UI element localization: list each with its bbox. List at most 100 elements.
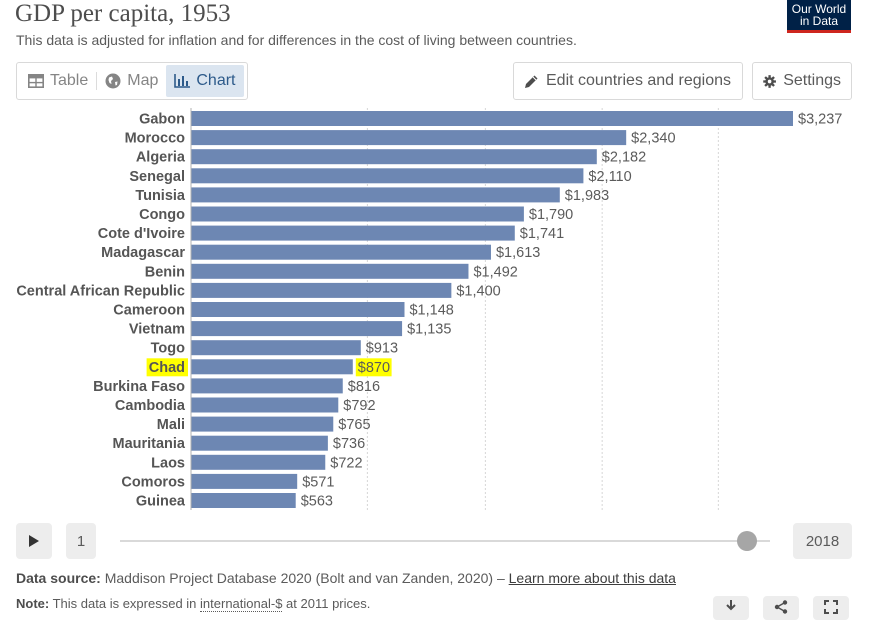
table-icon [28, 74, 44, 88]
tab-map-label: Map [127, 72, 159, 89]
bar[interactable] [191, 282, 452, 298]
category-label[interactable]: Benin [145, 264, 185, 280]
owid-logo[interactable]: Our World in Data [787, 0, 851, 33]
play-button[interactable] [16, 523, 52, 559]
value-label: $2,110 [588, 169, 631, 185]
note-label: Note: [16, 596, 50, 611]
fullscreen-button[interactable] [813, 596, 849, 620]
value-label: $2,182 [602, 150, 646, 166]
label-highlight [146, 358, 188, 377]
timeline-start-year[interactable]: 1 [66, 523, 96, 559]
timeline-end-year[interactable]: 2018 [793, 523, 852, 559]
value-highlight [355, 358, 392, 377]
category-label[interactable]: Gabon [139, 112, 185, 128]
value-label: $736 [333, 436, 365, 452]
bar[interactable] [191, 302, 405, 317]
category-label[interactable]: Chad [149, 360, 185, 376]
bar[interactable] [191, 206, 524, 222]
bar[interactable] [191, 149, 597, 165]
bar[interactable] [191, 378, 343, 394]
category-label[interactable]: Senegal [129, 169, 185, 185]
note-text-2: at 2011 prices. [286, 596, 371, 611]
tab-chart-label: Chart [196, 72, 236, 89]
tab-table[interactable]: Table [20, 65, 96, 97]
category-label[interactable]: Guinea [136, 494, 186, 510]
tab-chart[interactable]: Chart [166, 65, 244, 97]
category-label[interactable]: Congo [139, 207, 185, 223]
value-label: $3,237 [798, 112, 842, 128]
category-label[interactable]: Laos [151, 455, 185, 471]
bar-chart: Gabon $3,237 Morocco $2,340 Algeria $2,182 Sen… [16, 108, 842, 510]
download-icon [726, 600, 736, 611]
edit-countries-label: Edit countries and regions [546, 72, 731, 89]
note: Note: This data is expressed in internat… [16, 596, 371, 612]
category-label[interactable]: Vietnam [129, 322, 185, 338]
bar[interactable] [191, 397, 339, 413]
bar[interactable] [191, 321, 403, 337]
timeline-handle[interactable] [737, 531, 757, 551]
download-button[interactable] [713, 596, 749, 620]
category-label[interactable]: Burkina Faso [93, 379, 185, 395]
note-text-1: This data is expressed in [52, 596, 197, 611]
international-dollar-link[interactable]: international-$ [200, 596, 283, 612]
learn-more-link[interactable]: Learn more about this data [508, 570, 676, 586]
value-label: $563 [301, 494, 333, 510]
category-label[interactable]: Cameroon [113, 303, 185, 319]
source-label: Data source: [16, 570, 101, 586]
category-label[interactable]: Algeria [136, 150, 186, 166]
share-icon [774, 600, 788, 614]
category-label[interactable]: Tunisia [135, 188, 186, 204]
data-source: Data source: Maddison Project Database 2… [16, 570, 676, 586]
value-label: $1,135 [407, 322, 451, 338]
chart-subtitle: This data is adjusted for inflation and … [16, 32, 577, 48]
edit-countries-button[interactable]: Edit countries and regions [513, 62, 743, 100]
bar[interactable] [191, 340, 361, 356]
pencil-icon [525, 75, 538, 88]
tab-map[interactable]: Map [97, 65, 166, 97]
bar[interactable] [191, 359, 353, 375]
tab-table-label: Table [50, 72, 89, 89]
bar[interactable] [191, 493, 296, 508]
bar[interactable] [191, 435, 328, 451]
value-label: $1,148 [409, 303, 453, 319]
value-label: $571 [302, 474, 334, 490]
bar[interactable] [191, 111, 793, 126]
timeline-track[interactable] [120, 540, 770, 542]
category-label[interactable]: Cote d'Ivoire [98, 226, 185, 242]
tab-divider [96, 72, 98, 90]
category-label[interactable]: Central African Republic [16, 283, 185, 299]
category-label[interactable]: Togo [151, 341, 185, 357]
category-label[interactable]: Madagascar [101, 245, 185, 261]
logo-line-2: in Data [799, 14, 839, 28]
share-button[interactable] [763, 596, 799, 620]
value-label: $765 [338, 417, 370, 433]
category-label[interactable]: Mali [157, 417, 185, 433]
bar[interactable] [191, 225, 515, 241]
bar[interactable] [191, 130, 627, 146]
value-label: $913 [366, 341, 398, 357]
category-label[interactable]: Cambodia [115, 398, 186, 414]
value-label: $1,790 [529, 207, 573, 223]
bar[interactable] [191, 473, 298, 489]
value-label: $816 [348, 379, 380, 395]
bar[interactable] [191, 168, 584, 184]
bar[interactable] [191, 187, 560, 203]
bar[interactable] [191, 244, 491, 260]
value-label: $1,983 [565, 188, 609, 204]
expand-icon [824, 600, 838, 614]
settings-button[interactable]: Settings [752, 62, 852, 100]
category-label[interactable]: Mauritania [112, 436, 185, 452]
value-label: $1,613 [496, 245, 540, 261]
value-label: $1,492 [473, 264, 517, 280]
bar[interactable] [191, 263, 469, 279]
view-tabs: Table Map Chart [16, 62, 248, 100]
globe-icon [105, 73, 121, 89]
value-label: $2,340 [631, 131, 675, 147]
gear-icon [763, 74, 776, 88]
bar[interactable] [191, 416, 334, 432]
play-icon [29, 535, 39, 547]
category-label[interactable]: Morocco [125, 131, 186, 147]
bar[interactable] [191, 454, 326, 470]
logo-line-1: Our World [791, 2, 847, 16]
category-label[interactable]: Comoros [121, 474, 185, 490]
